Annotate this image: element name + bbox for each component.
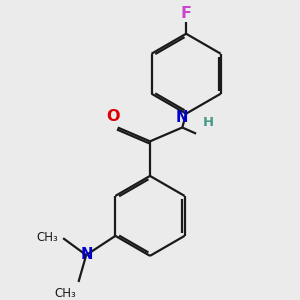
Text: F: F: [181, 6, 192, 21]
Text: H: H: [202, 116, 213, 129]
Text: N: N: [175, 110, 188, 125]
Text: O: O: [106, 110, 120, 124]
Text: CH₃: CH₃: [54, 286, 76, 300]
Text: CH₃: CH₃: [37, 231, 58, 244]
Text: N: N: [81, 247, 93, 262]
